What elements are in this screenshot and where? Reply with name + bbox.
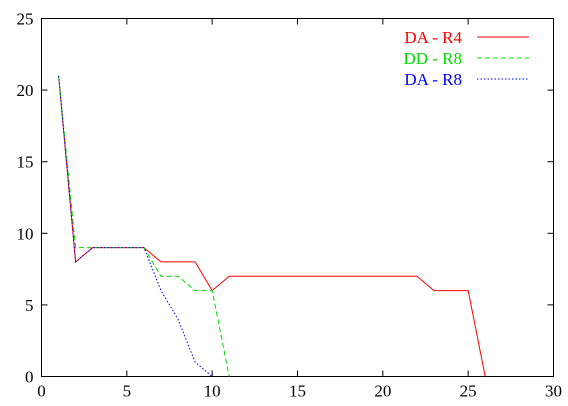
x-tick-label: 30 (545, 382, 562, 401)
x-tick-label: 5 (123, 382, 132, 401)
series-line-da-r4 (58, 75, 486, 377)
x-tick-label: 20 (374, 382, 391, 401)
y-tick-label: 20 (17, 81, 34, 100)
y-tick-label: 25 (17, 10, 34, 29)
axis-ticks: 0 5 10 15 20 25 30 0 5 10 15 20 25 (17, 10, 563, 401)
y-tick-label: 15 (17, 153, 34, 172)
legend: DA - R4 DD - R8 DA - R8 (403, 28, 529, 89)
series-lines (58, 75, 486, 377)
y-tick-label: 0 (25, 368, 34, 387)
legend-label-dd-r8: DD - R8 (403, 49, 462, 68)
legend-label-da-r4: DA - R4 (404, 28, 462, 47)
y-tick-label: 5 (25, 296, 34, 315)
y-tick-label: 10 (17, 224, 34, 243)
series-line-dd-r8 (58, 75, 230, 377)
series-line-da-r8 (58, 75, 213, 377)
x-tick-label: 10 (204, 382, 221, 401)
x-tick-label: 25 (460, 382, 477, 401)
legend-label-da-r8: DA - R8 (404, 70, 462, 89)
plot-frame (41, 18, 554, 377)
x-tick-label: 15 (289, 382, 306, 401)
x-tick-label: 0 (37, 382, 46, 401)
